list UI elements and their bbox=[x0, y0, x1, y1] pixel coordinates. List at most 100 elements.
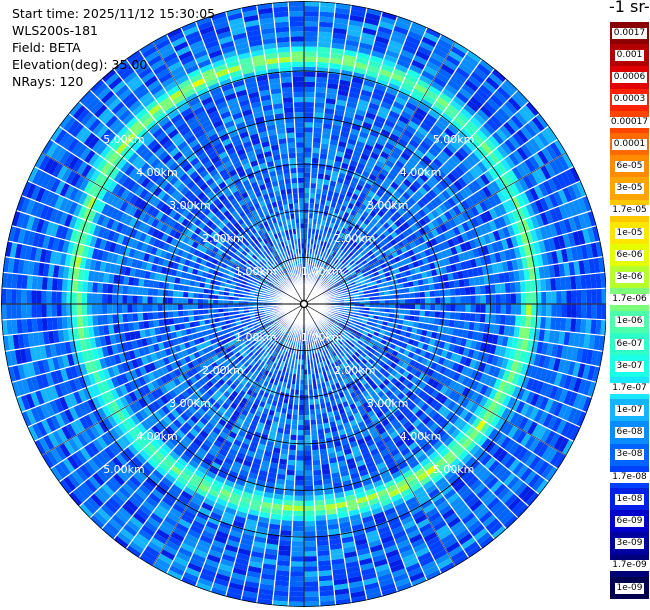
range-gate-cell bbox=[541, 341, 549, 356]
range-gate-cell bbox=[410, 21, 428, 32]
range-gate-cell bbox=[523, 470, 537, 486]
range-gate-cell bbox=[443, 367, 452, 378]
range-gate-cell bbox=[474, 370, 484, 383]
range-gate-cell bbox=[335, 327, 341, 333]
range-gate-cell bbox=[441, 88, 456, 100]
range-gate-cell bbox=[474, 214, 484, 226]
range-gate-cell bbox=[330, 362, 337, 369]
range-gate-cell bbox=[304, 71, 317, 78]
range-gate-cell bbox=[412, 339, 420, 348]
range-gate-cell bbox=[601, 288, 606, 304]
range-gate-cell bbox=[309, 193, 316, 199]
range-gate-cell bbox=[403, 398, 413, 408]
range-gate-cell bbox=[548, 370, 558, 386]
range-gate-cell bbox=[419, 250, 427, 259]
range-gate-cell bbox=[545, 316, 552, 330]
range-gate-cell bbox=[572, 377, 583, 393]
range-gate-cell bbox=[455, 295, 461, 304]
range-gate-cell bbox=[334, 7, 351, 15]
range-gate-cell bbox=[567, 360, 576, 376]
range-gate-cell bbox=[448, 379, 457, 390]
range-gate-cell bbox=[304, 218, 309, 224]
range-gate-cell bbox=[414, 297, 421, 304]
range-gate-cell bbox=[312, 474, 323, 481]
range-gate-cell bbox=[314, 494, 325, 501]
range-gate-cell bbox=[338, 136, 349, 144]
range-gate-cell bbox=[491, 164, 504, 178]
range-gate-cell bbox=[281, 514, 293, 521]
range-gate-cell bbox=[329, 462, 339, 469]
range-gate-cell bbox=[348, 508, 361, 517]
range-gate-cell bbox=[352, 481, 364, 490]
range-gate-cell bbox=[418, 316, 425, 323]
range-gate-cell bbox=[412, 418, 422, 428]
range-gate-cell bbox=[390, 72, 405, 83]
range-gate-cell bbox=[450, 119, 463, 132]
range-gate-cell bbox=[325, 279, 331, 284]
range-gate-cell bbox=[488, 376, 498, 389]
range-gate-cell bbox=[304, 404, 310, 411]
range-gate-cell bbox=[399, 133, 412, 144]
range-gate-cell bbox=[508, 348, 517, 361]
range-gate-cell bbox=[414, 266, 422, 274]
range-gate-cell bbox=[304, 228, 308, 234]
range-gate-cell bbox=[433, 354, 441, 364]
range-gate-cell bbox=[455, 336, 463, 346]
range-gate-cell bbox=[381, 146, 393, 156]
range-gate-cell bbox=[498, 420, 510, 434]
range-gate-cell bbox=[288, 444, 297, 451]
range-gate-cell bbox=[516, 207, 526, 221]
range-gate-cell bbox=[443, 257, 451, 267]
range-gate-cell bbox=[364, 487, 377, 497]
range-gate-cell bbox=[361, 342, 368, 349]
range-gate-cell bbox=[518, 269, 525, 282]
range-gate-cell bbox=[442, 397, 453, 408]
range-gate-cell bbox=[580, 244, 589, 260]
range-gate-cell bbox=[434, 553, 451, 565]
range-gate-cell bbox=[414, 347, 422, 356]
range-gate-cell bbox=[447, 545, 464, 558]
range-gate-cell bbox=[464, 515, 479, 529]
range-gate-cell bbox=[383, 422, 394, 432]
range-gate-cell bbox=[409, 309, 415, 316]
range-gate-cell bbox=[446, 197, 457, 208]
range-gate-cell bbox=[439, 289, 446, 297]
range-gate-cell bbox=[326, 159, 335, 166]
range-gate-cell bbox=[337, 89, 350, 97]
range-gate-cell bbox=[407, 566, 424, 578]
range-gate-cell bbox=[533, 184, 544, 200]
range-gate-cell bbox=[509, 411, 520, 426]
range-gate-cell bbox=[563, 374, 573, 390]
range-gate-cell bbox=[413, 148, 425, 159]
range-gate-cell bbox=[475, 129, 488, 142]
range-gate-cell bbox=[324, 349, 330, 355]
range-gate-cell bbox=[531, 476, 546, 492]
range-gate-cell bbox=[405, 424, 416, 434]
range-gate-cell bbox=[409, 505, 423, 516]
range-gate-cell bbox=[460, 232, 470, 243]
range-gate-cell bbox=[339, 272, 345, 278]
range-gate-cell bbox=[339, 363, 346, 370]
range-gate-cell bbox=[295, 470, 304, 476]
range-gate-cell bbox=[312, 132, 322, 139]
range-gate-cell bbox=[304, 520, 316, 527]
range-gate-cell bbox=[539, 225, 548, 240]
range-gate-cell bbox=[582, 396, 593, 413]
range-gate-cell bbox=[398, 510, 412, 521]
range-gate-cell bbox=[564, 423, 577, 440]
range-gate-cell bbox=[398, 115, 411, 125]
range-gate-cell bbox=[325, 324, 331, 329]
range-gate-cell bbox=[386, 137, 398, 147]
range-gate-cell bbox=[357, 328, 364, 334]
range-gate-cell bbox=[400, 515, 415, 526]
range-gate-cell bbox=[374, 307, 380, 312]
range-gate-cell bbox=[386, 426, 397, 436]
range-gate-cell bbox=[339, 131, 350, 139]
range-gate-cell bbox=[304, 177, 311, 183]
range-gate-cell bbox=[336, 277, 343, 282]
range-gate-cell bbox=[416, 399, 426, 409]
range-gate-cell bbox=[304, 591, 320, 597]
range-gate-cell bbox=[448, 218, 457, 229]
range-gate-cell bbox=[368, 173, 378, 182]
range-gate-cell bbox=[436, 557, 453, 570]
